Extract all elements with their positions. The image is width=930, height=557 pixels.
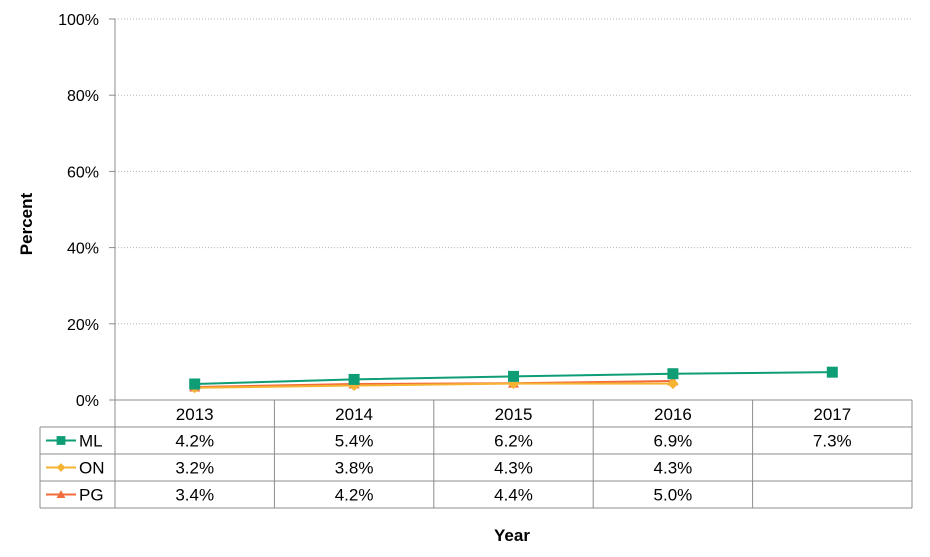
data-point — [826, 366, 838, 378]
legend-key-marker — [56, 436, 66, 445]
y-tick-label: 40% — [67, 241, 99, 258]
x-category-label: 2016 — [654, 405, 692, 424]
legend-key-marker — [56, 490, 66, 499]
data-point — [348, 373, 360, 385]
data-label: 4.3% — [494, 459, 533, 478]
y-tick-label: 80% — [67, 88, 99, 105]
x-category-label: 2014 — [335, 405, 373, 424]
y-tick-labels: 0% 20% 40% 60% 80% 100% — [58, 12, 99, 410]
data-label: 3.8% — [335, 459, 374, 478]
y-tick-label: 60% — [67, 164, 99, 181]
data-point — [508, 370, 519, 382]
x-axis-title: Year — [494, 526, 530, 545]
y-tick-label: 20% — [67, 317, 99, 334]
series-line — [194, 382, 673, 389]
legend-key-marker — [56, 463, 66, 472]
x-category-label: 2013 — [176, 405, 214, 424]
series-lines — [189, 366, 838, 394]
legend-series-name: ML — [79, 432, 103, 451]
data-label: 3.4% — [175, 486, 214, 505]
data-label: 5.4% — [335, 432, 374, 451]
x-category-label: 2015 — [495, 405, 533, 424]
x-category-label: 2017 — [813, 405, 851, 424]
data-point — [189, 378, 201, 390]
data-label: 6.2% — [494, 432, 533, 451]
legend-series-name: ON — [79, 459, 105, 478]
data-label: 4.3% — [654, 459, 693, 478]
data-point — [667, 378, 679, 390]
y-axis-title: Percent — [17, 192, 36, 255]
data-label: 7.3% — [813, 432, 852, 451]
gridlines — [109, 18, 912, 401]
data-label: 4.2% — [335, 486, 374, 505]
data-table: 2013 2014 2015 2016 2017 ML 4.2% 5.4% 6.2% 6.9% 7.… — [39, 399, 913, 509]
data-label: 4.2% — [175, 432, 214, 451]
data-label: 3.2% — [175, 459, 214, 478]
data-point — [667, 368, 679, 380]
y-tick-label: 0% — [76, 393, 99, 410]
y-tick-label: 100% — [58, 12, 99, 29]
legend-series-name: PG — [79, 486, 104, 505]
data-label: 4.4% — [494, 486, 533, 505]
data-label: 6.9% — [654, 432, 693, 451]
data-label: 5.0% — [654, 486, 693, 505]
